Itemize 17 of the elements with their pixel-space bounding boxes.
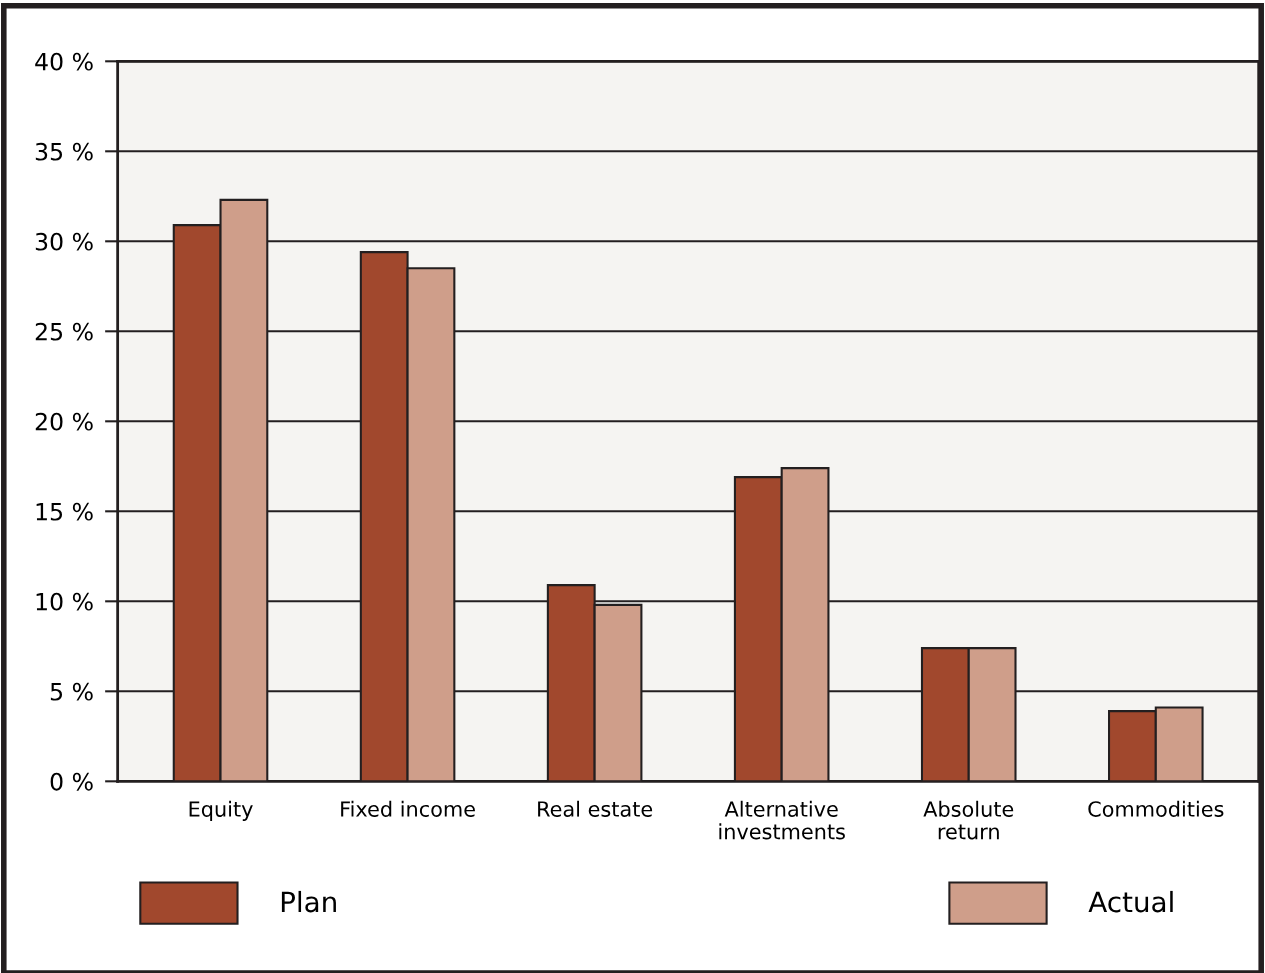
legend-label: Actual [1088,890,1173,913]
y-tick-label: 35 % [35,142,93,161]
x-tick-label: Real estate [538,800,653,817]
y-tick-label: 10 % [36,592,93,611]
x-tick-label: Commodities [1088,800,1224,817]
y-tick-label: 0 % [50,772,93,791]
y-tick-label: 5 % [50,682,93,701]
y-tick-label: 40 % [35,52,93,71]
x-tick-label: Fixed income [341,800,475,817]
y-tick-label: 25 % [35,322,93,341]
x-tick-label: Equity [189,800,253,821]
y-tick-label: 20 % [35,412,93,431]
y-tick-label: 30 % [35,232,93,251]
legend-label: Plan [281,890,336,913]
x-tick-label: Alternative investments [719,800,845,840]
x-tick-label: Absolute return [923,800,1014,840]
y-tick-label: 15 % [36,502,93,521]
